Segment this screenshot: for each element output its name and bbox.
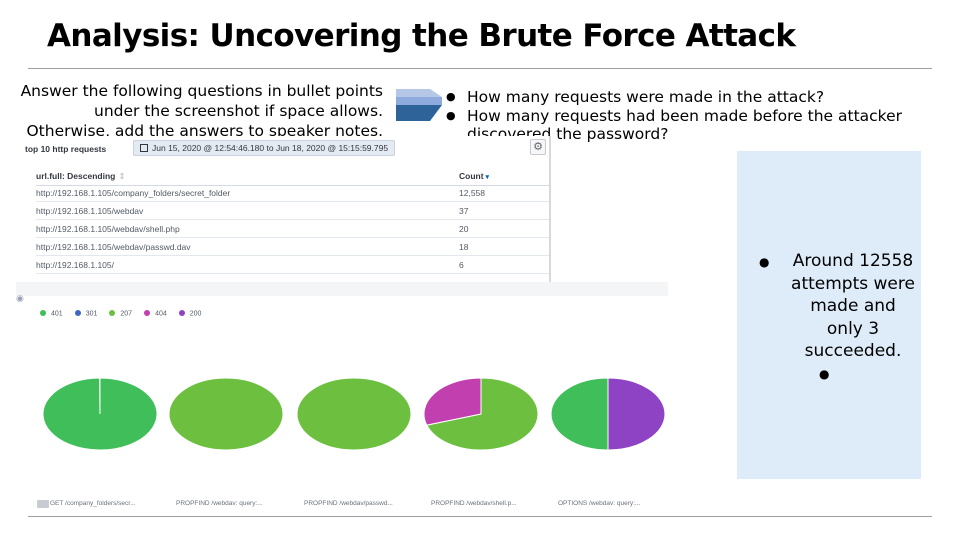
count-cell: 18 bbox=[459, 242, 469, 252]
time-range-badge[interactable]: Jun 15, 2020 @ 12:54:46.180 to Jun 18, 2… bbox=[133, 140, 396, 156]
sort-down-icon: ▾ bbox=[485, 174, 490, 181]
count-cell: 12,558 bbox=[459, 188, 485, 198]
answer-box: ● Around 12558 attempts were made and on… bbox=[737, 151, 921, 479]
table-row: http://192.168.1.105/webdav/passwd.dav 1… bbox=[36, 238, 549, 256]
status-pie-panel: ◉ 401 301 207 404 200 GET /company_folders/s… bbox=[16, 282, 668, 508]
instructions: Answer the following questions in bullet… bbox=[21, 81, 383, 141]
legend-dot bbox=[144, 310, 151, 316]
arrow-right-icon bbox=[396, 89, 442, 121]
url-cell: http://192.168.1.105/webdav/shell.php bbox=[36, 224, 180, 234]
legend-dot bbox=[178, 310, 185, 316]
legend-dot bbox=[74, 310, 81, 316]
pie-slice-207[interactable] bbox=[296, 377, 412, 451]
pie-slice-207[interactable] bbox=[426, 377, 539, 451]
table-row: http://192.168.1.105/company_folders/sec… bbox=[36, 184, 549, 202]
column-header-url[interactable]: url.full: Descending ⇕ bbox=[36, 171, 126, 181]
pie-slice-401[interactable] bbox=[550, 377, 609, 451]
legend-item-401[interactable]: 401 bbox=[40, 310, 63, 318]
url-cell: http://192.168.1.105/company_folders/sec… bbox=[36, 188, 231, 198]
answer-text: Around 12558 attempts were made and only… bbox=[791, 251, 915, 361]
legend-dot bbox=[109, 310, 116, 316]
count-cell: 37 bbox=[459, 206, 469, 216]
table-row: http://192.168.1.105/webdav 37 bbox=[36, 202, 549, 220]
legend-item-404[interactable]: 404 bbox=[144, 310, 167, 318]
pie-chart bbox=[423, 377, 539, 451]
pie-chart bbox=[296, 377, 412, 451]
footer-divider bbox=[28, 516, 932, 517]
slide-title: Analysis: Uncovering the Brute Force Att… bbox=[47, 18, 796, 54]
pie-label: GET /company_folders/secr... bbox=[50, 500, 136, 507]
legend-item-207[interactable]: 207 bbox=[109, 310, 132, 318]
pie-label: PROPFIND /webdav: query:... bbox=[176, 500, 263, 507]
count-cell: 20 bbox=[459, 224, 469, 234]
instruction-line: Otherwise, add the answers to speaker no… bbox=[26, 122, 383, 140]
pie-charts bbox=[42, 377, 666, 451]
pie-slice-200[interactable] bbox=[607, 377, 666, 451]
pie-label: OPTIONS /webdav: query:... bbox=[558, 500, 641, 507]
pie-slice-404[interactable] bbox=[423, 377, 482, 426]
top-http-requests-panel: top 10 http requests Jun 15, 2020 @ 12:5… bbox=[18, 136, 551, 282]
table-header: url.full: Descending ⇕ Count ▾ bbox=[36, 170, 549, 186]
count-cell: 6 bbox=[459, 260, 464, 270]
instruction-line: Answer the following questions in bullet… bbox=[20, 82, 383, 100]
gear-icon[interactable]: ⚙ bbox=[530, 139, 546, 155]
pie-chart bbox=[42, 377, 158, 451]
legend-dot bbox=[40, 310, 46, 316]
url-cell: http://192.168.1.105/webdav/passwd.dav bbox=[36, 242, 191, 252]
table-row: http://192.168.1.105/ 6 bbox=[36, 256, 549, 274]
url-cell: http://192.168.1.105/webdav bbox=[36, 206, 144, 216]
question-item: How many requests were made in the attac… bbox=[446, 88, 946, 107]
column-header-count[interactable]: Count ▾ bbox=[459, 171, 490, 181]
time-range-text: Jun 15, 2020 @ 12:54:46.180 to Jun 18, 2… bbox=[152, 143, 389, 153]
pie-label: PROPFIND /webdav/passwd... bbox=[304, 500, 393, 507]
url-cell: http://192.168.1.105/ bbox=[36, 260, 114, 270]
bullet-icon: ● bbox=[819, 367, 830, 381]
pie-label: PROPFIND /webdav/shell.p... bbox=[431, 500, 517, 507]
pie-chart bbox=[550, 377, 666, 451]
calendar-icon bbox=[140, 144, 148, 152]
pie-slice-207[interactable] bbox=[168, 377, 284, 451]
bullet-icon: ● bbox=[759, 255, 770, 269]
title-divider bbox=[28, 68, 932, 69]
chart-legend: 401 301 207 404 200 bbox=[40, 310, 213, 318]
legend-item-200[interactable]: 200 bbox=[178, 310, 201, 318]
panel-title: top 10 http requests bbox=[25, 144, 107, 154]
pie-chart bbox=[168, 377, 284, 451]
instruction-line: under the screenshot if space allows. bbox=[94, 102, 383, 120]
table-row: http://192.168.1.105/webdav/shell.php 20 bbox=[36, 220, 549, 238]
legend-item-301[interactable]: 301 bbox=[74, 310, 97, 318]
eye-icon[interactable]: ◉ bbox=[16, 293, 24, 303]
questions-list: How many requests were made in the attac… bbox=[446, 88, 946, 144]
legend-toggle-icon[interactable] bbox=[37, 500, 49, 508]
